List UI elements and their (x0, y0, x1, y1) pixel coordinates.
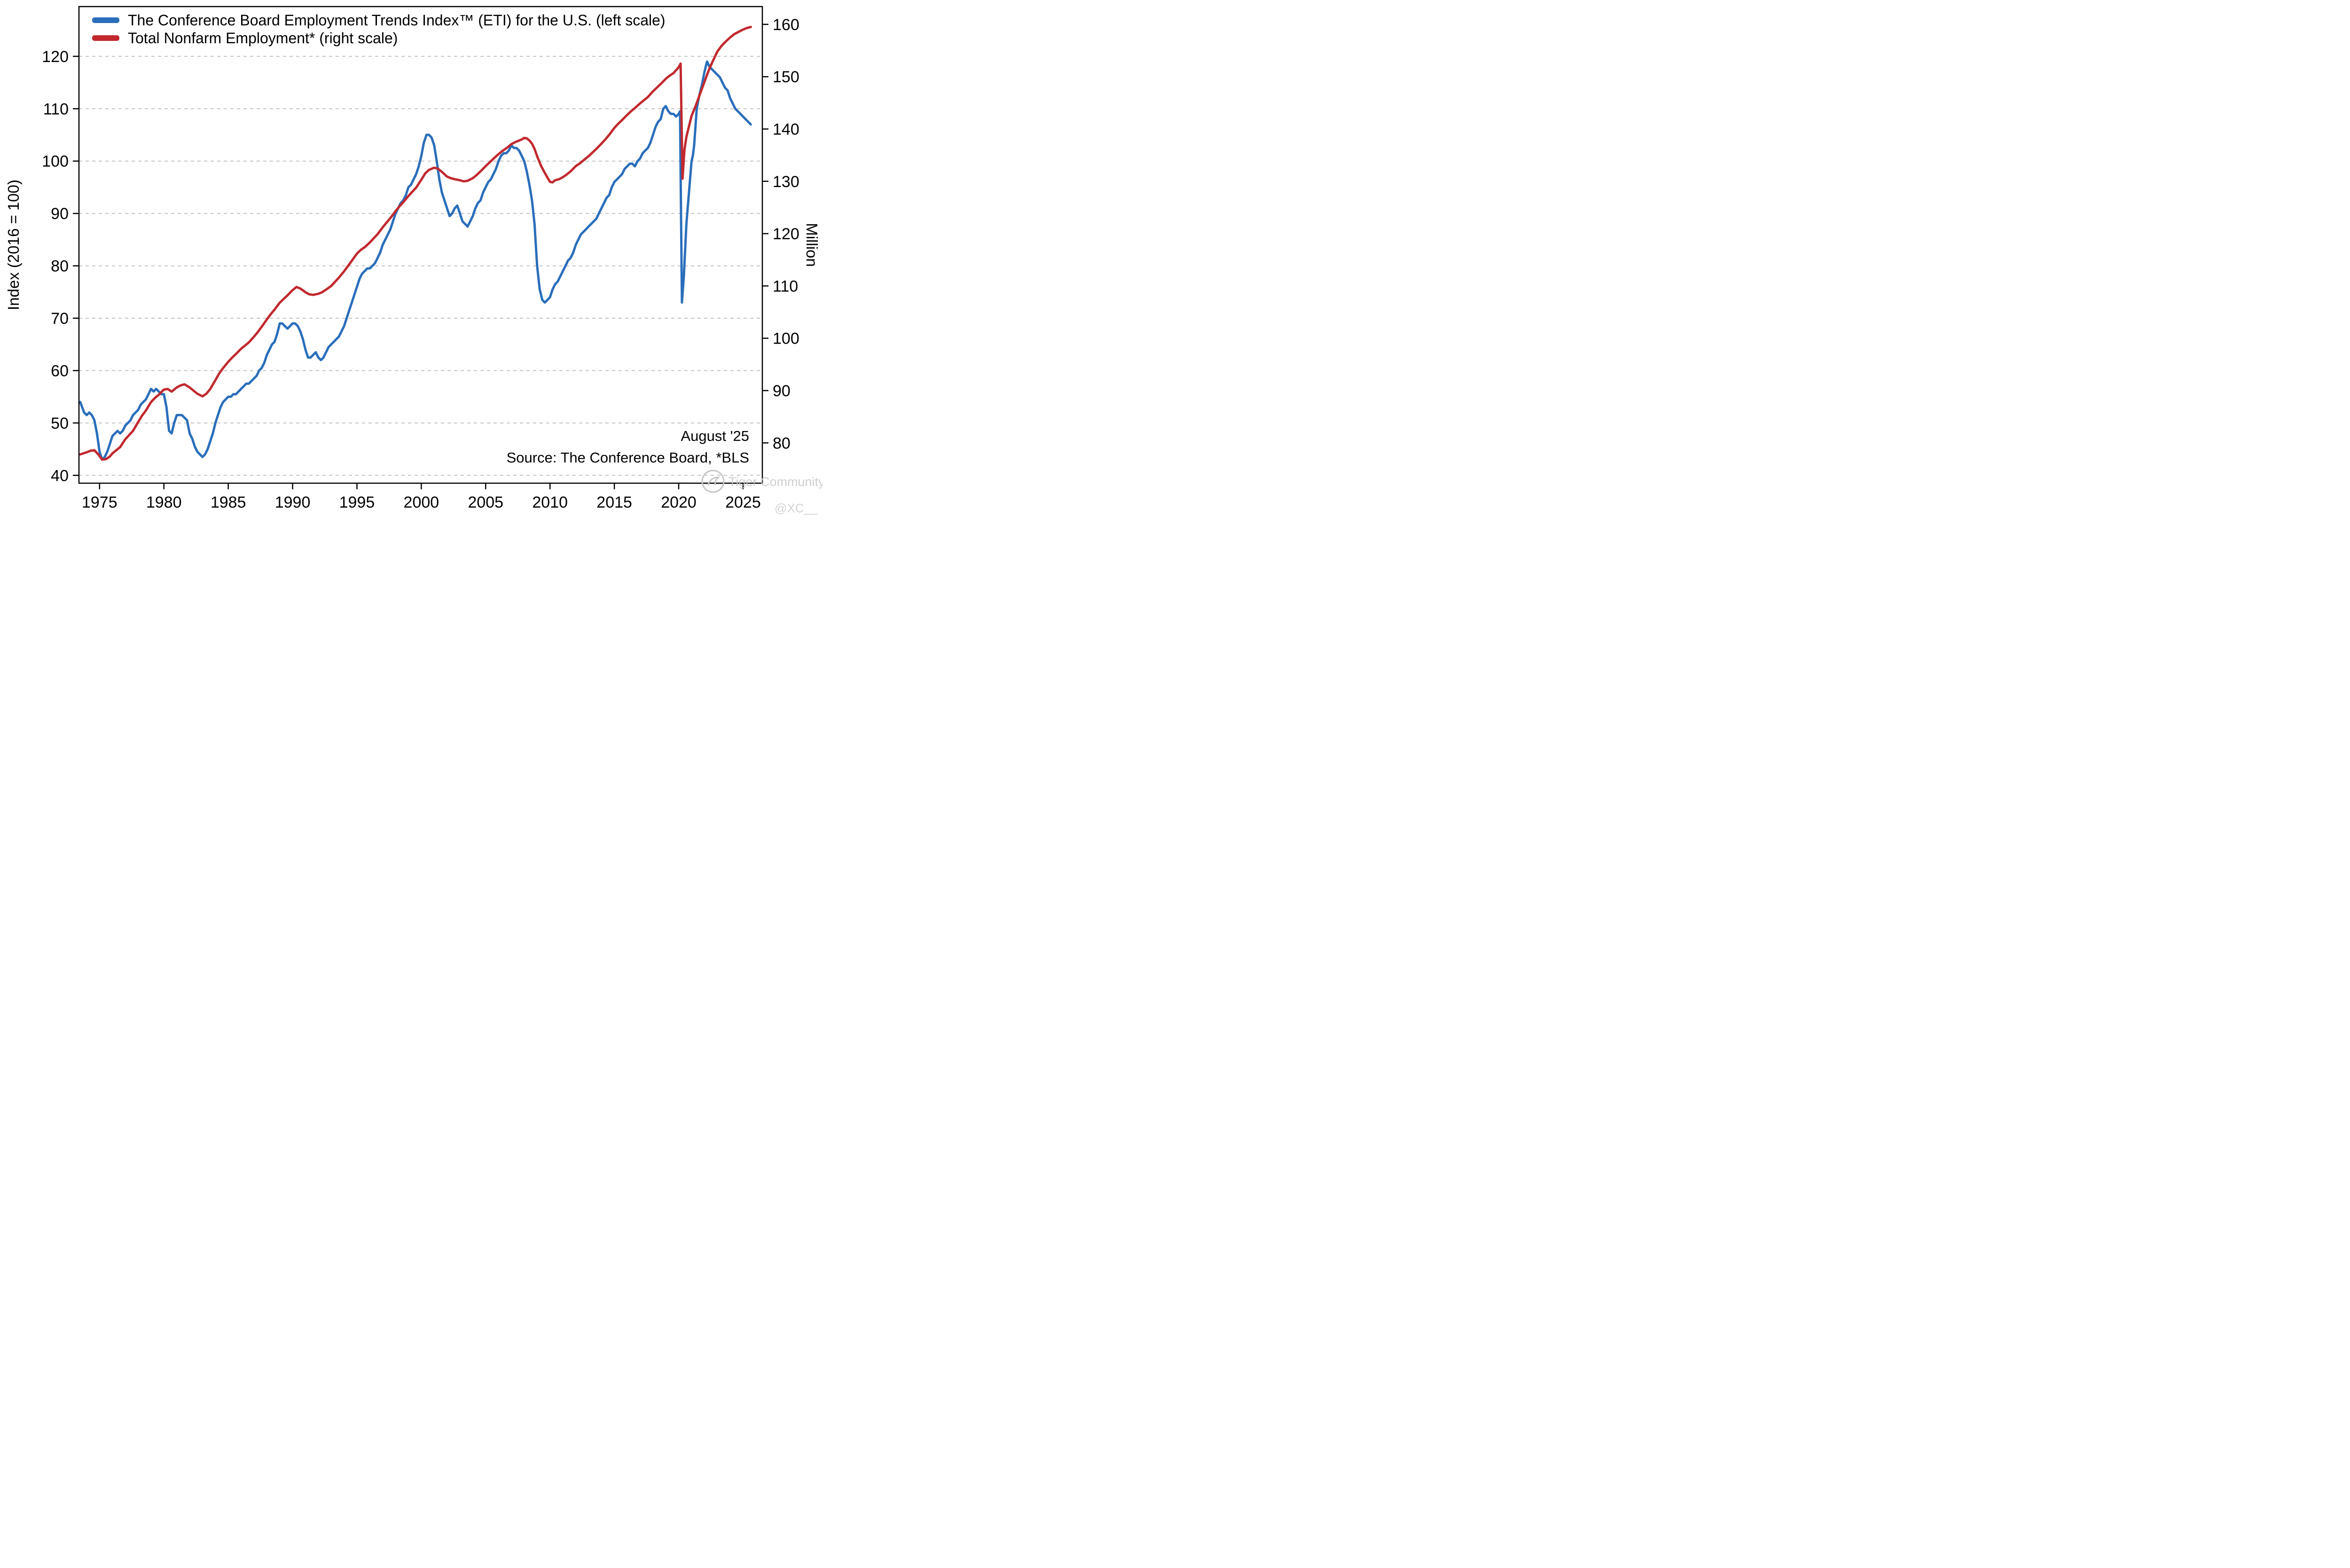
right-axis-title: Million (803, 223, 821, 267)
gridlines (79, 55, 762, 476)
x-tick-label: 2000 (404, 494, 439, 511)
x-tick-label: 1990 (275, 494, 311, 511)
x-tick-label: 1995 (339, 494, 375, 511)
left-tick-label: 70 (51, 310, 69, 328)
plot-frame (78, 6, 763, 484)
x-tick-label: 2025 (725, 494, 761, 511)
watermark-handle: @XC__ (775, 501, 818, 515)
x-tick-label: 2010 (532, 494, 568, 511)
right-tick-label: 140 (773, 120, 799, 138)
right-tick-label: 120 (773, 225, 799, 243)
right-tick-label: 150 (773, 68, 799, 86)
left-tick-label: 110 (43, 100, 69, 118)
left-axis-title: Index (2016 = 100) (5, 180, 22, 310)
series-line (79, 25, 752, 461)
x-tick-label: 2015 (596, 494, 632, 511)
left-tick-label: 60 (51, 362, 69, 380)
right-tick-label: 110 (773, 277, 798, 295)
right-tick-label: 100 (773, 330, 799, 348)
right-tick-label: 90 (773, 382, 791, 400)
source-annotation: Source: The Conference Board, *BLS (507, 449, 749, 466)
right-tick-label: 160 (773, 16, 799, 34)
x-tick-label: 2020 (661, 494, 697, 511)
x-tick-label: 2005 (468, 494, 503, 511)
x-tick-label: 1975 (82, 494, 118, 511)
chart-canvas: 40 50 60 70 80 90 100 110 120 80 90 100 110 120 130 140… (5, 6, 822, 515)
eti-nonfarm-chart-figure: 40 50 60 70 80 90 100 110 120 80 90 100 110 120 130 140… (0, 0, 822, 523)
watermark-logo-icon (701, 470, 725, 493)
watermark: Tiger Community @XC__ (701, 470, 822, 515)
x-tick-label: 1985 (211, 494, 246, 511)
latest-period-annotation: August '25 (681, 428, 749, 444)
legend-label-nonfarm: Total Nonfarm Employment* (right scale) (128, 30, 398, 47)
left-tick-label: 90 (51, 205, 69, 223)
watermark-brand: Tiger Community (728, 475, 822, 489)
axis-ticks-and-labels: 40 50 60 70 80 90 100 110 120 80 90 100 110 120 130 140… (42, 16, 799, 511)
left-tick-label: 50 (51, 415, 69, 432)
left-tick-label: 80 (51, 258, 69, 275)
watermark-logo-glyph (707, 477, 720, 486)
right-tick-label: 130 (773, 173, 799, 191)
right-tick-label: 80 (773, 434, 791, 452)
left-tick-label: 40 (51, 467, 69, 485)
left-tick-label: 120 (42, 48, 69, 66)
legend-label-eti: The Conference Board Employment Trends I… (128, 12, 666, 29)
legend-swatch-nonfarm (92, 35, 119, 41)
data-series-lines (79, 25, 752, 461)
legend-swatch-eti (92, 17, 119, 23)
series-line (79, 60, 752, 461)
left-tick-label: 100 (42, 153, 69, 171)
legend: The Conference Board Employment Trends I… (92, 12, 666, 47)
x-tick-label: 1980 (146, 494, 182, 511)
